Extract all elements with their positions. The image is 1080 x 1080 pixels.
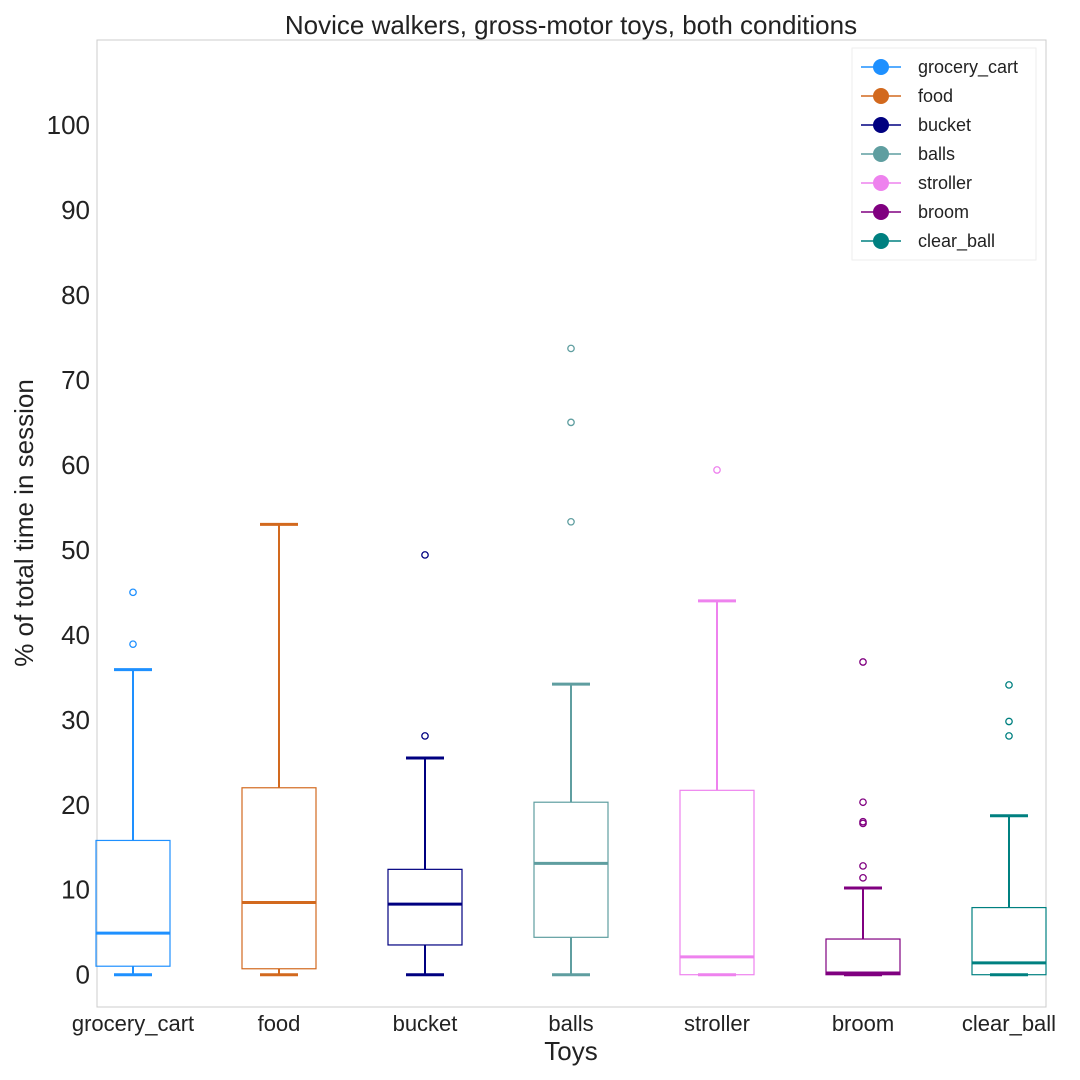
outlier-point: [567, 517, 575, 526]
box-food: [241, 522, 317, 977]
x-tick-label: stroller: [684, 1011, 750, 1036]
outlier-point: [129, 640, 137, 649]
legend-item-broom: broom: [861, 202, 969, 222]
outlier-point: [421, 551, 429, 559]
legend-item-stroller: stroller: [861, 173, 972, 193]
y-tick-label: 80: [61, 280, 90, 310]
legend-item-grocery_cart: grocery_cart: [861, 57, 1018, 78]
outlier-point: [859, 658, 867, 666]
outlier-point: [859, 873, 867, 882]
outlier-point: [859, 817, 867, 826]
box-iqr: [95, 839, 171, 967]
box-iqr: [825, 938, 901, 976]
box-clear_ball: [971, 681, 1047, 977]
legend-marker: [873, 146, 889, 162]
legend-marker: [873, 204, 889, 220]
outlier-point: [129, 588, 137, 597]
y-tick-label: 70: [61, 365, 90, 395]
legend-item-clear_ball: clear_ball: [861, 231, 995, 252]
legend-label: balls: [918, 144, 955, 164]
box-balls: [533, 344, 609, 977]
legend-marker: [873, 117, 889, 133]
x-tick-label: broom: [832, 1011, 894, 1036]
outlier-point: [859, 798, 867, 807]
x-tick-label: food: [258, 1011, 301, 1036]
y-tick-label: 10: [61, 875, 90, 905]
x-tick-label: clear_ball: [962, 1011, 1056, 1036]
outlier-point: [567, 344, 575, 353]
outlier-point: [859, 862, 867, 870]
x-tick-label: balls: [548, 1011, 593, 1036]
x-axis-ticks: grocery_cart food bucket balls stroller broom…: [72, 1011, 1056, 1036]
y-tick-label: 50: [61, 535, 90, 565]
y-tick-label: 30: [61, 705, 90, 735]
outlier-point: [1005, 732, 1013, 740]
x-tick-label: grocery_cart: [72, 1011, 194, 1036]
x-tick-label: bucket: [393, 1011, 458, 1036]
legend-label: clear_ball: [918, 231, 995, 252]
outlier-point: [1005, 681, 1013, 689]
x-axis-label: Toys: [544, 1036, 597, 1066]
legend-marker: [873, 88, 889, 104]
legend-label: bucket: [918, 115, 971, 135]
box-stroller: [679, 466, 755, 977]
y-tick-label: 0: [76, 960, 90, 990]
y-axis-ticks: 0 10 20 30 40 50 60 70 80 90 100: [47, 110, 90, 990]
box-iqr: [971, 906, 1047, 976]
chart-title: Novice walkers, gross-motor toys, both c…: [285, 10, 857, 40]
legend-item-food: food: [861, 86, 953, 106]
legend-item-balls: balls: [861, 144, 955, 164]
outlier-point: [1005, 717, 1013, 726]
legend-marker: [873, 59, 889, 75]
box-iqr: [387, 868, 463, 946]
box-iqr: [533, 801, 609, 938]
legend-label: food: [918, 86, 953, 106]
legend-label: stroller: [918, 173, 972, 193]
box-bucket: [387, 551, 463, 977]
box-iqr: [241, 787, 317, 970]
outlier-point: [713, 466, 721, 474]
legend-item-bucket: bucket: [861, 115, 971, 135]
outlier-point: [421, 732, 429, 740]
y-tick-label: 100: [47, 110, 90, 140]
y-tick-label: 40: [61, 620, 90, 650]
outlier-point: [567, 418, 575, 427]
y-tick-label: 90: [61, 195, 90, 225]
legend-marker: [873, 233, 889, 249]
y-tick-label: 60: [61, 450, 90, 480]
legend-label: broom: [918, 202, 969, 222]
y-axis-label: % of total time in session: [9, 379, 39, 667]
y-tick-label: 20: [61, 790, 90, 820]
box-iqr: [679, 789, 755, 976]
legend-label: grocery_cart: [918, 57, 1018, 78]
box-broom: [825, 658, 901, 977]
plot-marks: [95, 344, 1047, 977]
legend-marker: [873, 175, 889, 191]
box-grocery_cart: [95, 588, 171, 977]
